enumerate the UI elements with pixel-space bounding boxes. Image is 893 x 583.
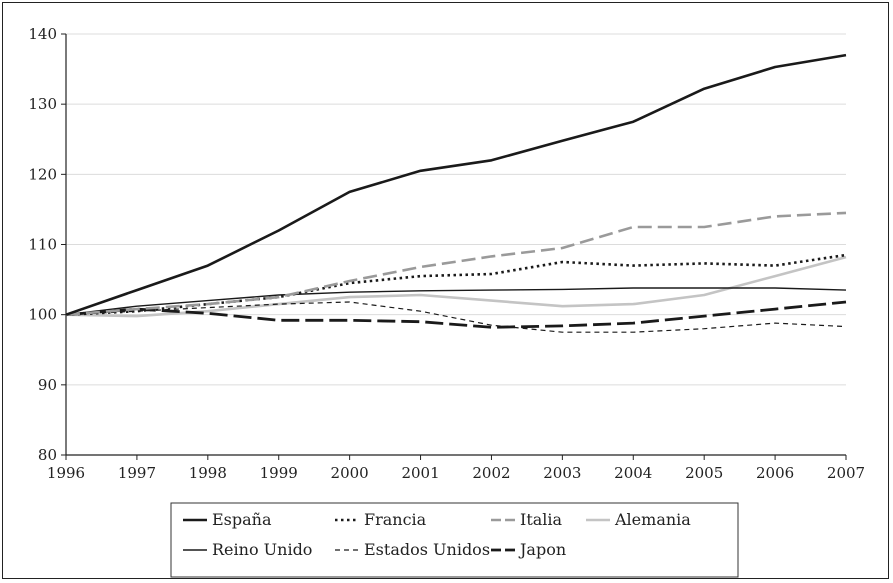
x-tick-label: 2003 <box>543 464 581 482</box>
series-lines <box>65 53 847 333</box>
y-tick-label: 140 <box>28 25 57 43</box>
legend: España Francia Italia Alemania Reino Unido Es… <box>170 502 739 578</box>
x-tick-label: 1999 <box>260 464 298 482</box>
y-tick-label: 80 <box>38 446 57 464</box>
x-tick-label: 2004 <box>614 464 652 482</box>
legend-label: Alemania <box>614 510 691 529</box>
y-tick-label: 110 <box>28 236 57 254</box>
x-tick-label: 1996 <box>47 464 85 482</box>
series-line-españa <box>65 53 847 316</box>
y-tick-label: 90 <box>38 376 57 394</box>
x-tick-label: 1998 <box>189 464 227 482</box>
x-tick-label: 2005 <box>685 464 723 482</box>
x-tick-label: 2000 <box>331 464 369 482</box>
y-tick-label: 130 <box>28 95 57 113</box>
grid-lines <box>66 33 846 386</box>
legend-label: Francia <box>364 510 427 529</box>
series-line-italia <box>65 211 847 316</box>
legend-label: Estados Unidos <box>364 540 490 559</box>
y-tick-label: 100 <box>28 306 57 324</box>
legend-label: Reino Unido <box>212 540 312 559</box>
legend-label: España <box>212 510 272 529</box>
y-tick-label: 120 <box>28 165 57 183</box>
series-line-reino-unido <box>65 287 847 316</box>
x-tick-label: 2006 <box>756 464 794 482</box>
x-tick-label: 2002 <box>472 464 510 482</box>
x-tick-label: 1997 <box>118 464 156 482</box>
y-axis-ticks: 80 90 100 110 120 130 140 <box>28 25 66 464</box>
x-tick-label: 2001 <box>401 464 439 482</box>
x-tick-label: 2007 <box>827 464 865 482</box>
line-chart: 80 90 100 110 120 130 140 1996 1997 1998 1999 2000… <box>28 25 865 578</box>
series-line-japon <box>65 300 847 329</box>
legend-label: Japon <box>518 540 566 559</box>
x-axis-ticks: 1996 1997 1998 1999 2000 2001 2002 2003 2004 2005… <box>47 455 865 482</box>
series-line-francia <box>65 253 847 316</box>
legend-box <box>170 502 739 578</box>
series-line-alemania <box>65 255 847 318</box>
series-line-estados-unidos <box>65 301 847 333</box>
legend-label: Italia <box>520 510 563 529</box>
